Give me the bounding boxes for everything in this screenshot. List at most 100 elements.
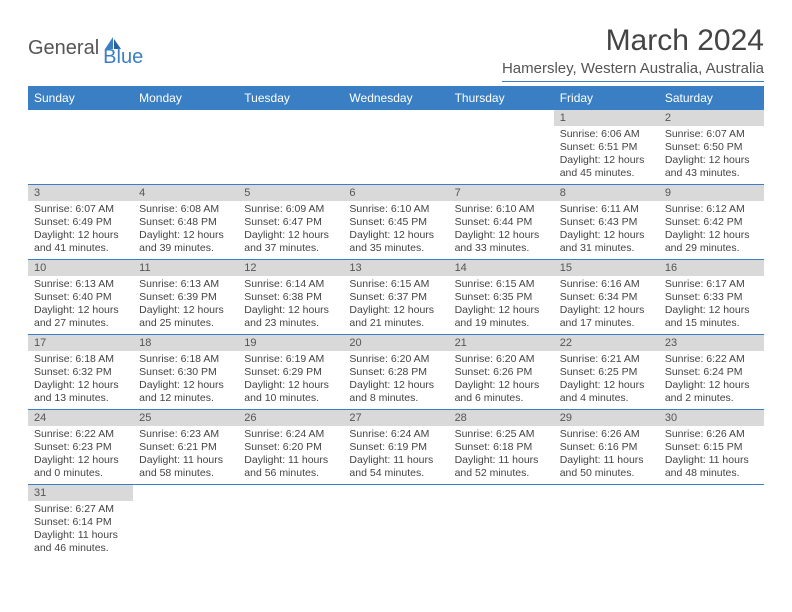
header-thursday: Thursday [449,86,554,110]
sunset-line: Sunset: 6:37 PM [349,291,442,304]
week-daynum-row: 31 [28,485,764,502]
daylight-line: Daylight: 12 hours and 21 minutes. [349,304,442,330]
day-detail-cell [659,501,764,559]
day-detail-cell: Sunrise: 6:21 AMSunset: 6:25 PMDaylight:… [554,351,659,410]
header-sunday: Sunday [28,86,133,110]
day-number-cell: 4 [133,185,238,202]
sunrise-line: Sunrise: 6:26 AM [560,428,653,441]
day-number-cell: 13 [343,260,448,277]
sunrise-line: Sunrise: 6:16 AM [560,278,653,291]
day-detail-cell: Sunrise: 6:18 AMSunset: 6:32 PMDaylight:… [28,351,133,410]
day-number-cell [449,110,554,126]
day-number-cell [133,110,238,126]
week-detail-row: Sunrise: 6:27 AMSunset: 6:14 PMDaylight:… [28,501,764,559]
day-detail-cell: Sunrise: 6:13 AMSunset: 6:40 PMDaylight:… [28,276,133,335]
day-number-cell [449,485,554,502]
sunset-line: Sunset: 6:23 PM [34,441,127,454]
sunrise-line: Sunrise: 6:09 AM [244,203,337,216]
day-detail-cell: Sunrise: 6:08 AMSunset: 6:48 PMDaylight:… [133,201,238,260]
sunset-line: Sunset: 6:19 PM [349,441,442,454]
header-friday: Friday [554,86,659,110]
week-detail-row: Sunrise: 6:18 AMSunset: 6:32 PMDaylight:… [28,351,764,410]
day-detail-cell [28,126,133,185]
sunset-line: Sunset: 6:21 PM [139,441,232,454]
sunset-line: Sunset: 6:25 PM [560,366,653,379]
sunset-line: Sunset: 6:48 PM [139,216,232,229]
day-number-cell: 21 [449,335,554,352]
sunset-line: Sunset: 6:33 PM [665,291,758,304]
sunset-line: Sunset: 6:15 PM [665,441,758,454]
logo: General Blue [28,28,143,69]
day-detail-cell: Sunrise: 6:07 AMSunset: 6:49 PMDaylight:… [28,201,133,260]
daylight-line: Daylight: 12 hours and 19 minutes. [455,304,548,330]
day-number-cell: 23 [659,335,764,352]
calendar-table: Sunday Monday Tuesday Wednesday Thursday… [28,86,764,559]
sunrise-line: Sunrise: 6:07 AM [34,203,127,216]
daylight-line: Daylight: 12 hours and 31 minutes. [560,229,653,255]
day-detail-cell: Sunrise: 6:24 AMSunset: 6:19 PMDaylight:… [343,426,448,485]
day-number-cell [133,485,238,502]
sunset-line: Sunset: 6:40 PM [34,291,127,304]
day-detail-cell: Sunrise: 6:11 AMSunset: 6:43 PMDaylight:… [554,201,659,260]
day-number-cell: 22 [554,335,659,352]
header-wednesday: Wednesday [343,86,448,110]
week-daynum-row: 24252627282930 [28,410,764,427]
sunrise-line: Sunrise: 6:20 AM [455,353,548,366]
header: General Blue March 2024 Hamersley, Weste… [28,24,764,82]
daylight-line: Daylight: 12 hours and 6 minutes. [455,379,548,405]
day-number-cell: 18 [133,335,238,352]
sunrise-line: Sunrise: 6:15 AM [349,278,442,291]
day-number-cell: 8 [554,185,659,202]
day-detail-cell: Sunrise: 6:14 AMSunset: 6:38 PMDaylight:… [238,276,343,335]
sunrise-line: Sunrise: 6:08 AM [139,203,232,216]
sunrise-line: Sunrise: 6:18 AM [139,353,232,366]
week-daynum-row: 12 [28,110,764,126]
day-number-cell: 3 [28,185,133,202]
day-number-cell: 31 [28,485,133,502]
sunrise-line: Sunrise: 6:17 AM [665,278,758,291]
day-detail-cell: Sunrise: 6:20 AMSunset: 6:28 PMDaylight:… [343,351,448,410]
daylight-line: Daylight: 12 hours and 39 minutes. [139,229,232,255]
sunset-line: Sunset: 6:26 PM [455,366,548,379]
day-detail-cell: Sunrise: 6:15 AMSunset: 6:37 PMDaylight:… [343,276,448,335]
week-detail-row: Sunrise: 6:06 AMSunset: 6:51 PMDaylight:… [28,126,764,185]
sunrise-line: Sunrise: 6:24 AM [349,428,442,441]
day-detail-cell [343,501,448,559]
sunset-line: Sunset: 6:44 PM [455,216,548,229]
day-detail-cell: Sunrise: 6:10 AMSunset: 6:44 PMDaylight:… [449,201,554,260]
daylight-line: Daylight: 12 hours and 10 minutes. [244,379,337,405]
sunset-line: Sunset: 6:14 PM [34,516,127,529]
sunrise-line: Sunrise: 6:21 AM [560,353,653,366]
daylight-line: Daylight: 11 hours and 54 minutes. [349,454,442,480]
sunset-line: Sunset: 6:43 PM [560,216,653,229]
sunset-line: Sunset: 6:30 PM [139,366,232,379]
day-number-cell [554,485,659,502]
day-number-cell: 16 [659,260,764,277]
sunrise-line: Sunrise: 6:18 AM [34,353,127,366]
daylight-line: Daylight: 11 hours and 58 minutes. [139,454,232,480]
sunset-line: Sunset: 6:42 PM [665,216,758,229]
daylight-line: Daylight: 12 hours and 2 minutes. [665,379,758,405]
day-detail-cell [343,126,448,185]
day-detail-cell: Sunrise: 6:15 AMSunset: 6:35 PMDaylight:… [449,276,554,335]
day-detail-cell: Sunrise: 6:06 AMSunset: 6:51 PMDaylight:… [554,126,659,185]
day-number-cell [343,110,448,126]
daylight-line: Daylight: 11 hours and 56 minutes. [244,454,337,480]
day-detail-cell: Sunrise: 6:22 AMSunset: 6:24 PMDaylight:… [659,351,764,410]
day-detail-cell: Sunrise: 6:26 AMSunset: 6:16 PMDaylight:… [554,426,659,485]
daylight-line: Daylight: 12 hours and 12 minutes. [139,379,232,405]
sunrise-line: Sunrise: 6:12 AM [665,203,758,216]
sunset-line: Sunset: 6:32 PM [34,366,127,379]
sunset-line: Sunset: 6:28 PM [349,366,442,379]
day-detail-cell: Sunrise: 6:20 AMSunset: 6:26 PMDaylight:… [449,351,554,410]
daylight-line: Daylight: 11 hours and 52 minutes. [455,454,548,480]
daylight-line: Daylight: 11 hours and 46 minutes. [34,529,127,555]
page-title: March 2024 [502,24,764,58]
sunrise-line: Sunrise: 6:10 AM [455,203,548,216]
day-detail-cell [133,126,238,185]
day-number-cell: 1 [554,110,659,126]
daylight-line: Daylight: 12 hours and 0 minutes. [34,454,127,480]
location-subtitle: Hamersley, Western Australia, Australia [502,60,764,82]
day-detail-cell: Sunrise: 6:25 AMSunset: 6:18 PMDaylight:… [449,426,554,485]
day-detail-cell: Sunrise: 6:10 AMSunset: 6:45 PMDaylight:… [343,201,448,260]
